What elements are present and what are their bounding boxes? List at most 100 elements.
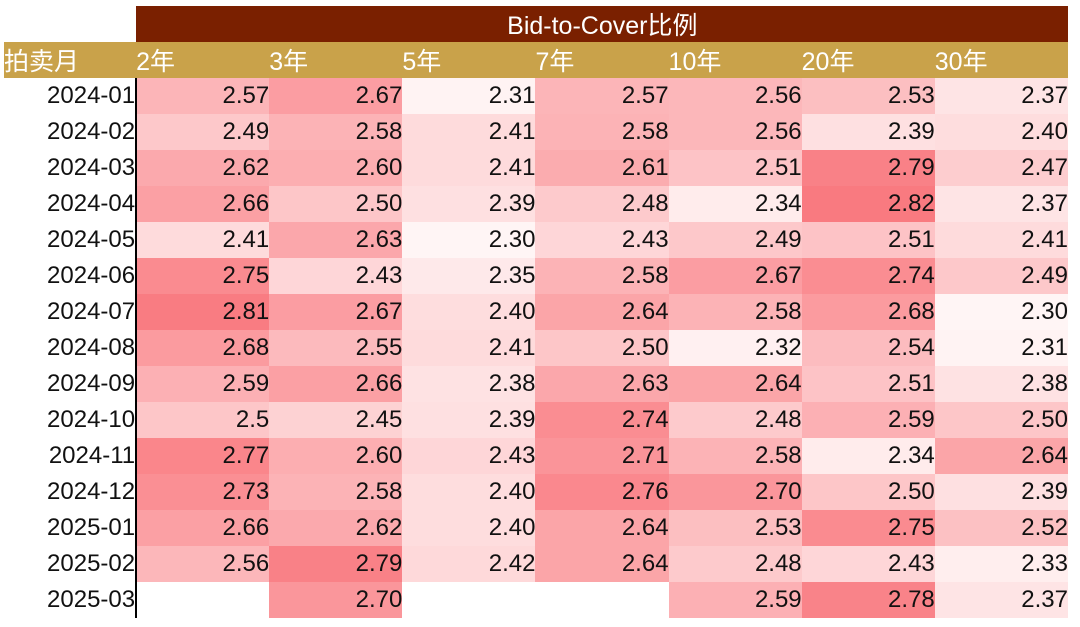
table-row: 2024-01 2.57 2.67 2.31 2.57 2.56 2.53 2.37 bbox=[4, 78, 1068, 114]
heatmap-cell: 2.68 bbox=[801, 294, 935, 330]
heatmap-cell: 2.5 bbox=[136, 402, 270, 438]
heatmap-cell: 2.31 bbox=[402, 78, 536, 114]
heatmap-cell: 2.39 bbox=[801, 114, 935, 150]
heatmap-cell: 2.38 bbox=[934, 366, 1068, 402]
table-row: 2024-02 2.49 2.58 2.41 2.58 2.56 2.39 2.40 bbox=[4, 114, 1068, 150]
heatmap-cell: 2.58 bbox=[269, 114, 403, 150]
heatmap-cell: 2.40 bbox=[934, 114, 1068, 150]
heatmap-cell: 2.43 bbox=[269, 258, 403, 294]
heatmap-cell: 2.57 bbox=[535, 78, 669, 114]
heatmap-cell: 2.49 bbox=[136, 114, 270, 150]
heatmap-cell: 2.42 bbox=[402, 546, 536, 582]
column-header: 7年 bbox=[535, 42, 669, 78]
heatmap-cell: 2.70 bbox=[269, 582, 403, 618]
heatmap-cell: 2.32 bbox=[668, 330, 802, 366]
heatmap-cell: 2.45 bbox=[269, 402, 403, 438]
corner-blank bbox=[4, 6, 137, 42]
heatmap-cell: 2.64 bbox=[535, 294, 669, 330]
heatmap-cell: 2.75 bbox=[801, 510, 935, 546]
column-header: 10年 bbox=[668, 42, 802, 78]
row-label: 2024-10 bbox=[4, 402, 138, 438]
row-label: 2024-01 bbox=[4, 78, 138, 114]
heatmap-cell: 2.60 bbox=[269, 150, 403, 186]
column-header: 3年 bbox=[269, 42, 403, 78]
heatmap-cell: 2.67 bbox=[668, 258, 802, 294]
heatmap-cell: 2.39 bbox=[402, 186, 536, 222]
heatmap-cell: 2.31 bbox=[934, 330, 1068, 366]
table-row: 2024-11 2.77 2.60 2.43 2.71 2.58 2.34 2.64 bbox=[4, 438, 1068, 474]
heatmap-cell: 2.43 bbox=[535, 222, 669, 258]
heatmap-cell: 2.76 bbox=[535, 474, 669, 510]
chart-title: Bid-to-Cover比例 bbox=[136, 6, 1068, 42]
heatmap-cell: 2.40 bbox=[402, 474, 536, 510]
heatmap-cell: 2.51 bbox=[668, 150, 802, 186]
heatmap-cell: 2.56 bbox=[136, 546, 270, 582]
heatmap-cell: 2.48 bbox=[668, 402, 802, 438]
table-row: 2024-06 2.75 2.43 2.35 2.58 2.67 2.74 2.49 bbox=[4, 258, 1068, 294]
heatmap-cell: 2.30 bbox=[402, 222, 536, 258]
heatmap-cell: 2.64 bbox=[535, 510, 669, 546]
table-row: 2024-10 2.5 2.45 2.39 2.74 2.48 2.59 2.50 bbox=[4, 402, 1068, 438]
heatmap-cell: 2.50 bbox=[269, 186, 403, 222]
table-row: 2025-01 2.66 2.62 2.40 2.64 2.53 2.75 2.52 bbox=[4, 510, 1068, 546]
heatmap-cell: 2.64 bbox=[668, 366, 802, 402]
heatmap-cell: 2.37 bbox=[934, 582, 1068, 618]
heatmap-cell: 2.78 bbox=[801, 582, 935, 618]
table-row: 2024-07 2.81 2.67 2.40 2.64 2.58 2.68 2.30 bbox=[4, 294, 1068, 330]
heatmap-cell: 2.55 bbox=[269, 330, 403, 366]
row-label: 2024-08 bbox=[4, 330, 138, 366]
heatmap-cell: 2.41 bbox=[402, 114, 536, 150]
heatmap-cell: 2.57 bbox=[136, 78, 270, 114]
heatmap-cell: 2.66 bbox=[136, 510, 270, 546]
heatmap-cell: 2.34 bbox=[668, 186, 802, 222]
heatmap-cell: 2.50 bbox=[801, 474, 935, 510]
heatmap-cell: 2.40 bbox=[402, 510, 536, 546]
table-row: 2024-03 2.62 2.60 2.41 2.61 2.51 2.79 2.47 bbox=[4, 150, 1068, 186]
heatmap-cell: 2.39 bbox=[934, 474, 1068, 510]
heatmap-cell: 2.67 bbox=[269, 294, 403, 330]
heatmap-cell: 2.75 bbox=[136, 258, 270, 294]
column-header: 20年 bbox=[801, 42, 935, 78]
heatmap-cell: 2.58 bbox=[269, 474, 403, 510]
row-label: 2024-09 bbox=[4, 366, 138, 402]
heatmap-cell: 2.34 bbox=[801, 438, 935, 474]
heatmap-cell: 2.58 bbox=[668, 438, 802, 474]
heatmap-cell bbox=[136, 582, 270, 618]
heatmap-cell: 2.48 bbox=[668, 546, 802, 582]
heatmap-cell: 2.54 bbox=[801, 330, 935, 366]
column-header: 30年 bbox=[934, 42, 1068, 78]
table-row: 2024-08 2.68 2.55 2.41 2.50 2.32 2.54 2.31 bbox=[4, 330, 1068, 366]
heatmap-cell: 2.48 bbox=[535, 186, 669, 222]
heatmap-cell: 2.63 bbox=[269, 222, 403, 258]
heatmap-cell: 2.70 bbox=[668, 474, 802, 510]
heatmap-cell: 2.62 bbox=[136, 150, 270, 186]
heatmap-cell: 2.62 bbox=[269, 510, 403, 546]
row-label: 2024-12 bbox=[4, 474, 138, 510]
heatmap-cell: 2.68 bbox=[136, 330, 270, 366]
heatmap-cell: 2.39 bbox=[402, 402, 536, 438]
row-label: 2025-03 bbox=[4, 582, 138, 618]
heatmap-cell: 2.49 bbox=[668, 222, 802, 258]
heatmap-cell: 2.37 bbox=[934, 186, 1068, 222]
row-label: 2024-05 bbox=[4, 222, 138, 258]
heatmap-cell bbox=[535, 582, 669, 618]
heatmap-cell: 2.64 bbox=[934, 438, 1068, 474]
row-label: 2024-02 bbox=[4, 114, 138, 150]
row-label: 2024-06 bbox=[4, 258, 138, 294]
heatmap-cell: 2.40 bbox=[402, 294, 536, 330]
heatmap-cell: 2.58 bbox=[535, 114, 669, 150]
heatmap-cell: 2.51 bbox=[801, 222, 935, 258]
column-header: 2年 bbox=[136, 42, 270, 78]
heatmap-cell: 2.49 bbox=[934, 258, 1068, 294]
heatmap-cell: 2.77 bbox=[136, 438, 270, 474]
table-row: 2024-09 2.59 2.66 2.38 2.63 2.64 2.51 2.38 bbox=[4, 366, 1068, 402]
heatmap-cell: 2.35 bbox=[402, 258, 536, 294]
heatmap-cell: 2.50 bbox=[934, 402, 1068, 438]
row-header-label: 拍卖月 bbox=[4, 42, 137, 78]
heatmap-cell: 2.61 bbox=[535, 150, 669, 186]
row-label: 2024-11 bbox=[4, 438, 138, 474]
heatmap-cell: 2.51 bbox=[801, 366, 935, 402]
heatmap-cell: 2.79 bbox=[269, 546, 403, 582]
heatmap-cell: 2.56 bbox=[668, 114, 802, 150]
